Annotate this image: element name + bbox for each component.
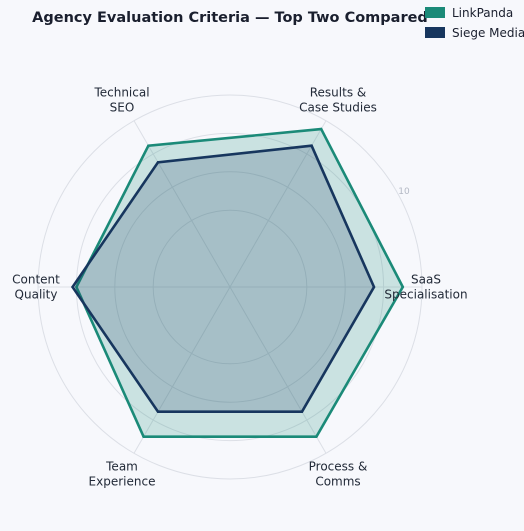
grid-spoke xyxy=(133,120,231,288)
data-point-linkpanda xyxy=(315,435,318,438)
axis-label: Technical SEO xyxy=(93,85,149,114)
data-point-siege-media xyxy=(372,285,376,289)
axis-label: Process & Comms xyxy=(309,460,368,489)
data-point-siege-media xyxy=(71,285,74,289)
axis-label: Content Quality xyxy=(12,273,60,302)
grid-spoke xyxy=(229,120,327,288)
axis-label: Results & Case Studies xyxy=(299,85,377,114)
grid-spoke xyxy=(133,286,231,454)
data-point-linkpanda xyxy=(147,144,150,147)
data-point-siege-media xyxy=(156,410,160,413)
radial-tick-label: 10 xyxy=(398,187,410,197)
axis-label: Team Experience xyxy=(89,460,156,489)
legend-label-linkpanda: LinkPanda xyxy=(452,6,513,20)
radar-spokes xyxy=(38,120,422,454)
grid-spoke xyxy=(229,286,327,454)
data-point-linkpanda xyxy=(75,285,78,289)
radar-series xyxy=(70,127,405,438)
chart-title: Agency Evaluation Criteria — Top Two Com… xyxy=(32,10,428,26)
legend: LinkPanda Siege Media xyxy=(425,6,524,40)
legend-swatch-linkpanda xyxy=(425,7,445,18)
axis-labels: Results & Case Studies SaaS Specialisation P… xyxy=(12,85,467,488)
radial-tick-labels: 10 xyxy=(398,187,410,197)
legend-swatch-siege-media xyxy=(425,27,445,38)
axis-label: SaaS Specialisation xyxy=(384,273,467,302)
data-point-siege-media xyxy=(300,410,304,413)
data-point-linkpanda xyxy=(320,127,323,131)
data-point-siege-media xyxy=(156,161,160,164)
legend-label-siege-media: Siege Media xyxy=(452,26,524,40)
data-point-linkpanda xyxy=(401,285,404,289)
data-point-siege-media xyxy=(310,144,313,147)
data-point-linkpanda xyxy=(142,435,145,438)
